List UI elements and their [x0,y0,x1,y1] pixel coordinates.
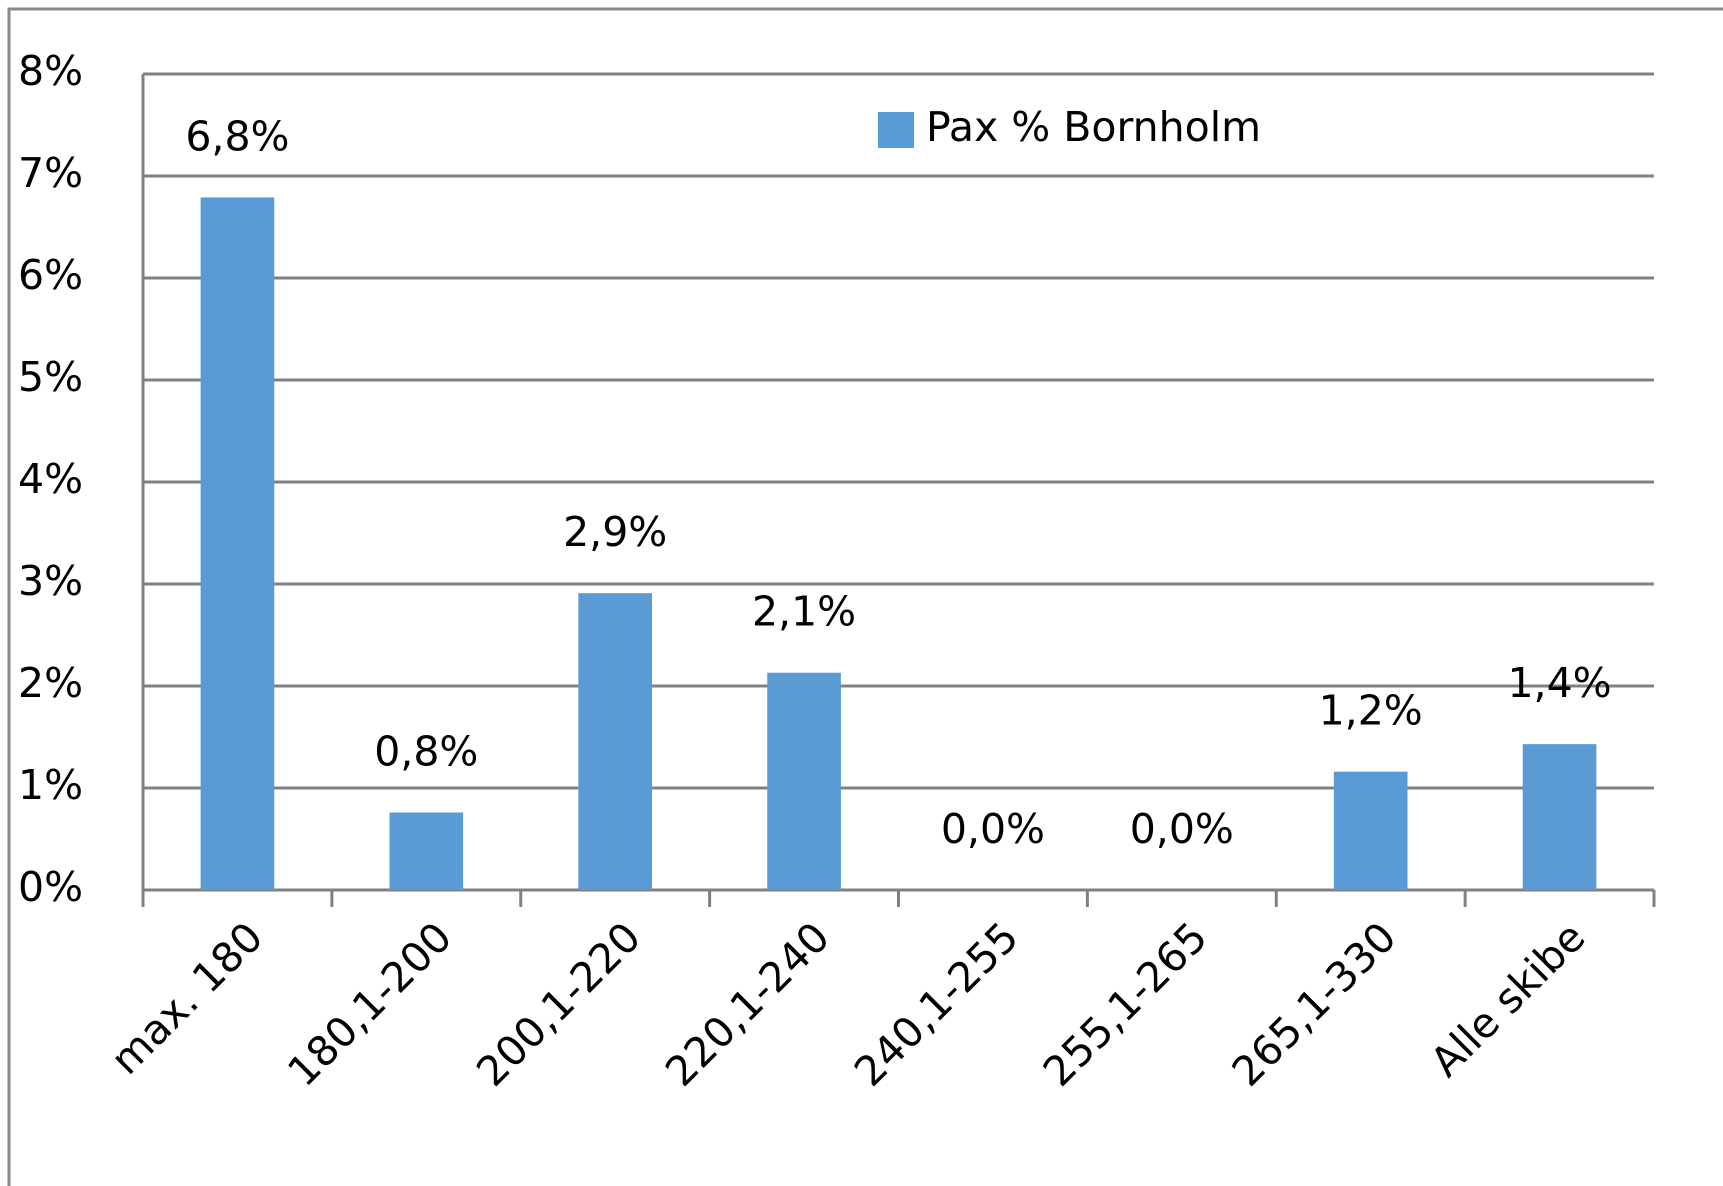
y-tick-label: 2% [18,659,83,707]
bar [767,672,841,890]
chart-frame [7,7,1723,1186]
legend-swatch [878,112,914,148]
bar [578,593,653,890]
bar [200,197,275,891]
data-label: 2,9% [563,508,667,556]
y-tick-label: 8% [18,47,83,95]
data-label: 2,1% [752,588,856,636]
data-label: 0,0% [1130,805,1234,853]
bar [389,812,464,890]
y-tick-label: 6% [18,251,83,299]
data-label: 1,4% [1507,659,1611,707]
y-tick-label: 7% [18,149,83,197]
y-tick-label: 5% [18,353,83,401]
data-label: 0,8% [374,727,478,775]
bar [1333,771,1408,890]
data-label: 0,0% [941,805,1045,853]
bar [1522,744,1597,890]
data-label: 1,2% [1319,687,1423,735]
data-label: 6,8% [185,112,289,160]
y-tick-label: 4% [18,455,83,503]
legend-label: Pax % Bornholm [926,103,1261,151]
y-tick-label: 1% [18,761,83,809]
y-tick-label: 0% [18,863,83,911]
y-tick-label: 3% [18,557,83,605]
